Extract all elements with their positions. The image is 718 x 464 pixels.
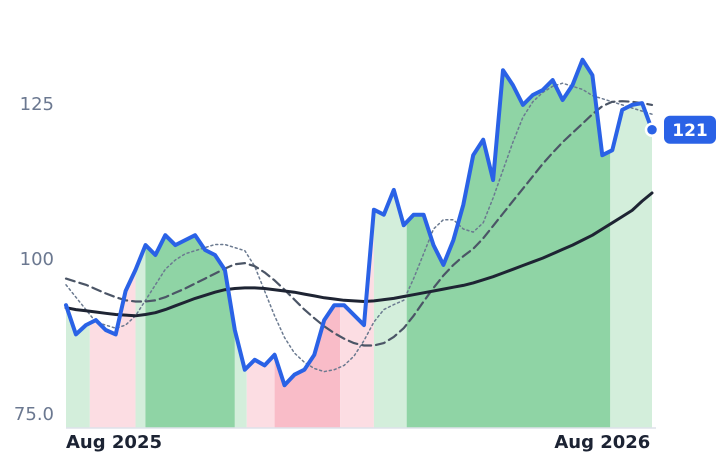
region [145, 59, 235, 428]
lines [64, 57, 654, 388]
series-line [65, 82, 653, 373]
series-line [64, 191, 654, 318]
region [135, 59, 146, 428]
last-point [644, 122, 660, 138]
shading [66, 59, 652, 428]
x-tick-label: Aug 2025 [66, 432, 162, 453]
x-tick-label: Aug 2026 [554, 432, 650, 453]
region [66, 59, 90, 428]
region [246, 59, 275, 428]
region [89, 59, 136, 428]
y-tick-label: 75.0 [14, 404, 54, 425]
y-tick-label: 125 [20, 94, 54, 115]
last-badge [664, 115, 716, 144]
y-tick-label: 100 [20, 249, 54, 270]
series-line [64, 100, 654, 347]
last-value-label: 121 [672, 121, 708, 141]
series-line [64, 57, 654, 388]
region [340, 59, 374, 428]
region [610, 59, 652, 428]
